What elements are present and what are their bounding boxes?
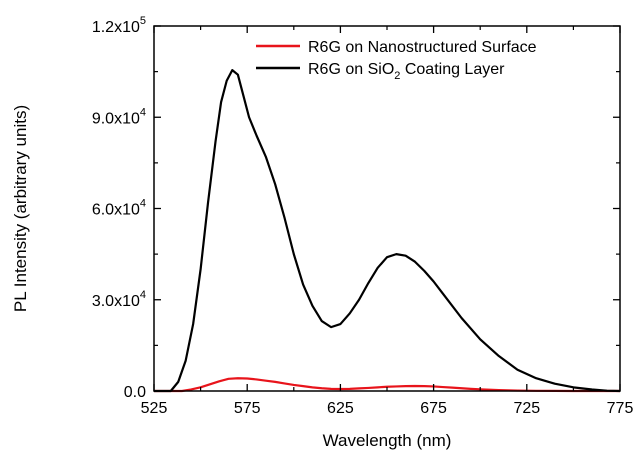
y-axis: 0.0 3.0x104 6.0x104 9.0x104 1.2x105	[92, 15, 620, 401]
series-layer	[154, 69, 621, 393]
y-tick-label: 6.0x104	[92, 198, 146, 219]
x-tick-label: 525	[141, 400, 168, 417]
x-tick-label: 675	[420, 400, 447, 417]
legend-label-1: R6G on Nanostructured Surface	[308, 39, 537, 56]
x-axis-title: Wavelength (nm)	[323, 431, 452, 450]
y-tick-label: 0.0	[124, 384, 146, 401]
y-tick-label: 1.2x105	[92, 15, 146, 36]
series-line-2	[154, 69, 621, 393]
plot-frame	[153, 25, 621, 392]
y-axis-title: PL Intensity (arbitrary units)	[11, 105, 30, 312]
y-tick-label: 3.0x104	[92, 289, 146, 310]
y-tick-label: 9.0x104	[92, 106, 146, 127]
x-tick-label: 725	[513, 400, 540, 417]
x-tick-label: 775	[607, 400, 634, 417]
x-tick-label: 625	[327, 400, 354, 417]
x-tick-label: 575	[234, 400, 261, 417]
x-axis: 525 575 625 675 725 775	[141, 26, 634, 417]
legend: R6G on Nanostructured Surface R6G on SiO2…	[256, 39, 537, 82]
legend-label-2: R6G on SiO2 Coating Layer	[308, 61, 505, 82]
